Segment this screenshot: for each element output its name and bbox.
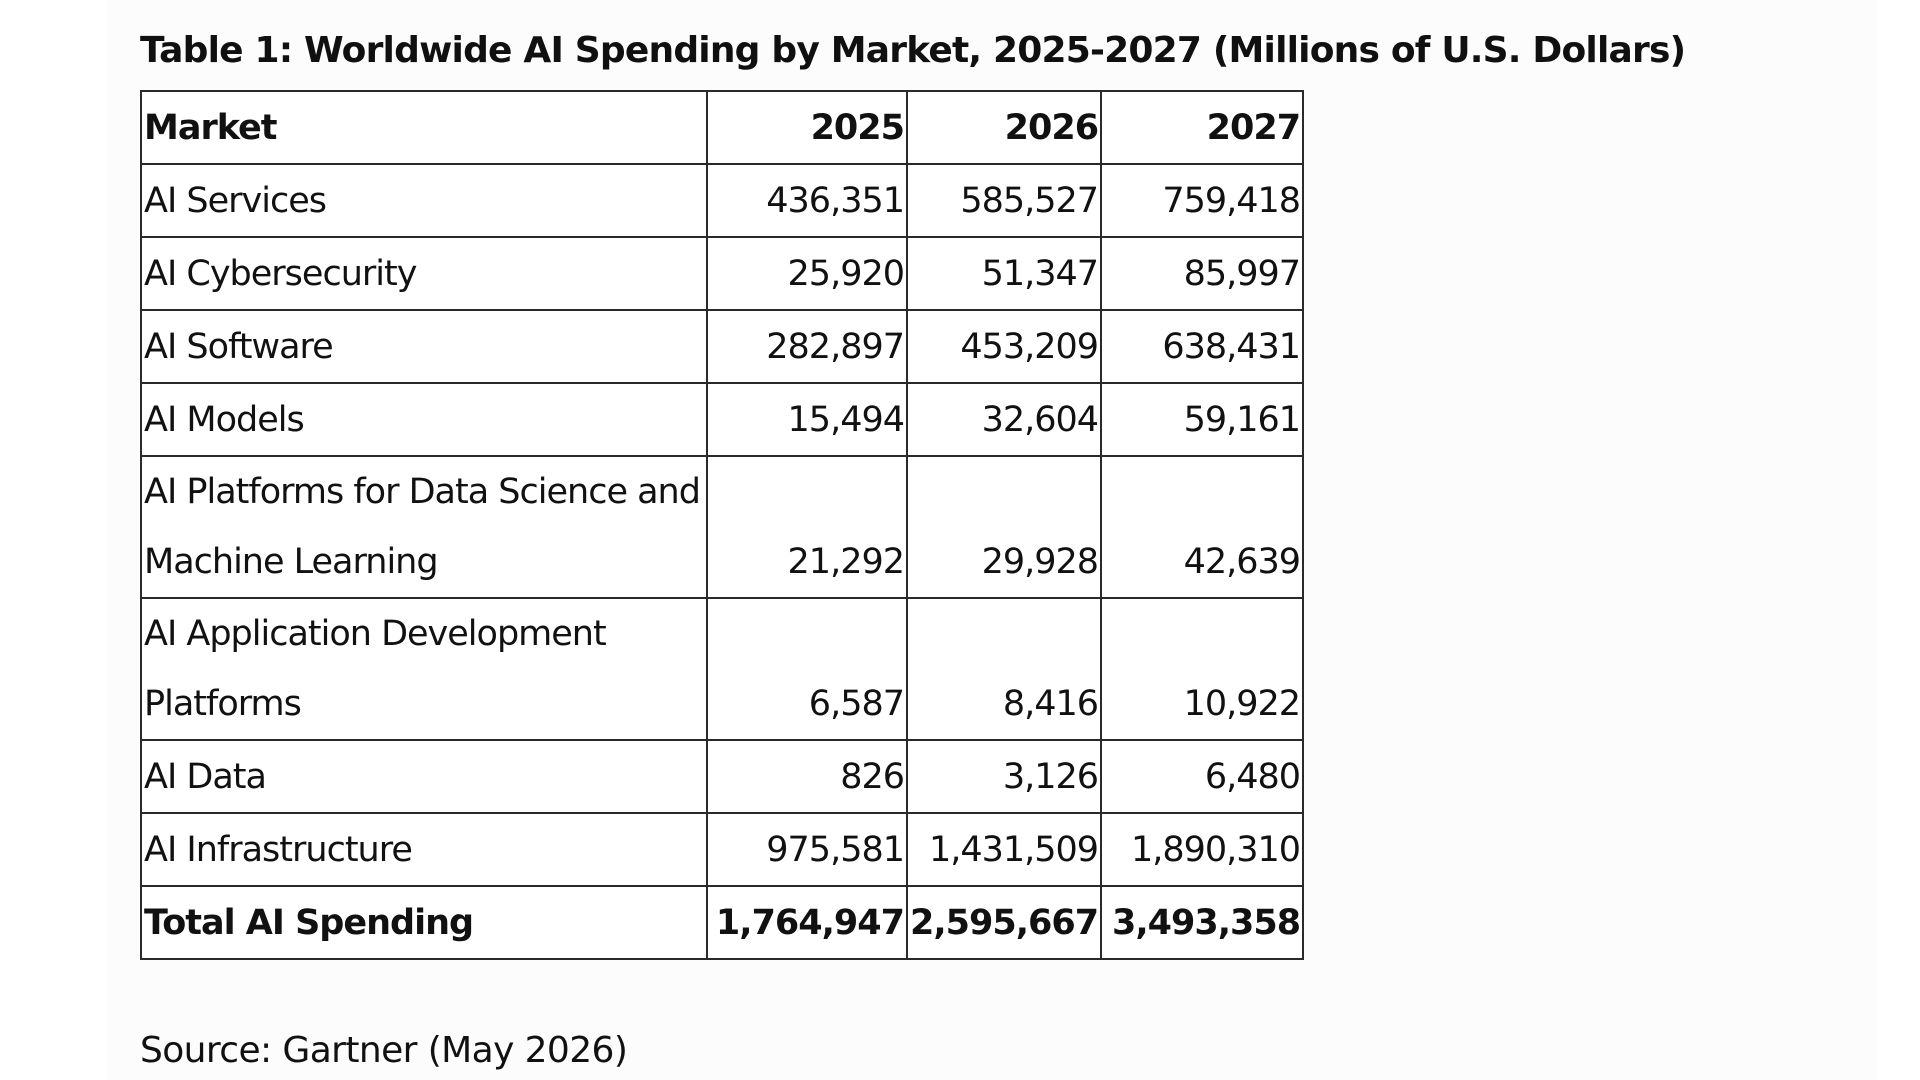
value-2025-cell: 975,581 <box>706 812 908 887</box>
header-2027: 2027 <box>1100 90 1305 165</box>
value-2026-cell: 3,126 <box>905 739 1103 814</box>
market-cell: AI Software <box>140 309 708 384</box>
table-row: AI Cybersecurity 25,920 51,347 85,997 <box>140 236 1305 311</box>
table-row: AI Infrastructure 975,581 1,431,509 1,89… <box>140 812 1305 887</box>
market-cell: AI Models <box>140 382 708 457</box>
value-2025-cell: 826 <box>706 739 908 814</box>
value-2025-cell: 21,292 <box>706 455 908 599</box>
value-2027-cell: 1,890,310 <box>1100 812 1305 887</box>
table-row: AI Models 15,494 32,604 59,161 <box>140 382 1305 457</box>
value-2026-cell: 51,347 <box>905 236 1103 311</box>
total-2026-cell: 2,595,667 <box>905 885 1103 960</box>
market-cell: AI Platforms for Data Science and Machin… <box>140 455 708 599</box>
table-row: AI Software 282,897 453,209 638,431 <box>140 309 1305 384</box>
value-2026-cell: 1,431,509 <box>905 812 1103 887</box>
value-2026-cell: 453,209 <box>905 309 1103 384</box>
market-cell: AI Cybersecurity <box>140 236 708 311</box>
value-2027-cell: 638,431 <box>1100 309 1305 384</box>
header-market: Market <box>140 90 708 165</box>
ai-spending-table: Market 2025 2026 2027 AI Services 436,35… <box>140 90 1305 960</box>
total-2027-cell: 3,493,358 <box>1100 885 1305 960</box>
value-2025-cell: 25,920 <box>706 236 908 311</box>
value-2025-cell: 282,897 <box>706 309 908 384</box>
source-note: Source: Gartner (May 2026) <box>140 1030 628 1071</box>
market-cell: AI Infrastructure <box>140 812 708 887</box>
table-row: AI Services 436,351 585,527 759,418 <box>140 163 1305 238</box>
value-2027-cell: 59,161 <box>1100 382 1305 457</box>
value-2026-cell: 32,604 <box>905 382 1103 457</box>
header-2026: 2026 <box>905 90 1103 165</box>
value-2027-cell: 42,639 <box>1100 455 1305 599</box>
value-2026-cell: 29,928 <box>905 455 1103 599</box>
table-header-row: Market 2025 2026 2027 <box>140 90 1305 165</box>
value-2027-cell: 85,997 <box>1100 236 1305 311</box>
market-cell: AI Data <box>140 739 708 814</box>
market-cell: AI Services <box>140 163 708 238</box>
value-2027-cell: 6,480 <box>1100 739 1305 814</box>
value-2027-cell: 10,922 <box>1100 597 1305 741</box>
total-label-cell: Total AI Spending <box>140 885 708 960</box>
table-row: AI Platforms for Data Science and Machin… <box>140 455 1305 599</box>
header-2025: 2025 <box>706 90 908 165</box>
value-2026-cell: 8,416 <box>905 597 1103 741</box>
total-2025-cell: 1,764,947 <box>706 885 908 960</box>
table-row: AI Application Development Platforms 6,5… <box>140 597 1305 741</box>
value-2025-cell: 6,587 <box>706 597 908 741</box>
value-2026-cell: 585,527 <box>905 163 1103 238</box>
value-2025-cell: 15,494 <box>706 382 908 457</box>
value-2027-cell: 759,418 <box>1100 163 1305 238</box>
market-cell: AI Application Development Platforms <box>140 597 708 741</box>
value-2025-cell: 436,351 <box>706 163 908 238</box>
table-total-row: Total AI Spending 1,764,947 2,595,667 3,… <box>140 885 1305 960</box>
table-title: Table 1: Worldwide AI Spending by Market… <box>140 30 1686 71</box>
table-row: AI Data 826 3,126 6,480 <box>140 739 1305 814</box>
